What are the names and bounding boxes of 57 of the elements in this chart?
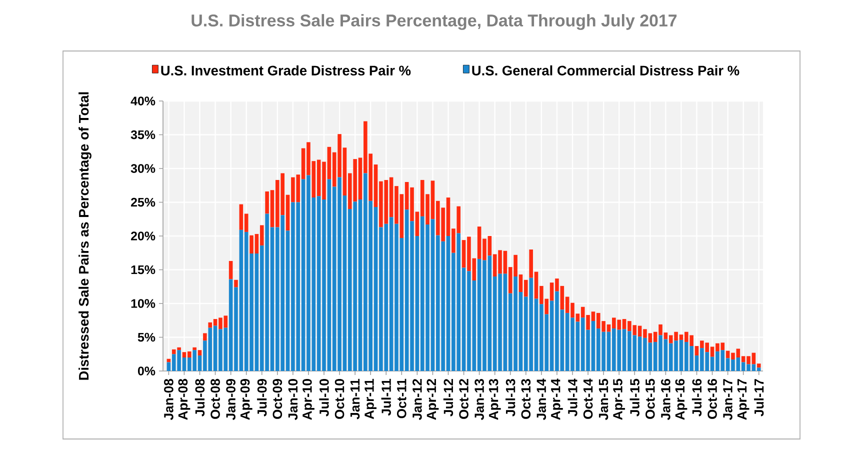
- x-tick-label: Oct-09: [272, 379, 282, 419]
- x-tick-label: Jan-09: [226, 379, 236, 420]
- x-tick-label: Jul-09: [257, 379, 267, 416]
- x-tick-label: Jul-13: [506, 378, 516, 416]
- x-tick-label: Jan-13: [474, 378, 484, 420]
- x-tick-label: Jul-17: [754, 379, 764, 416]
- y-tick-label: 15%: [131, 265, 156, 274]
- x-tick-label: Jul-12: [443, 379, 454, 416]
- x-tick-label: Jan-08: [164, 378, 174, 420]
- bar: [192, 347, 196, 350]
- legend-label: U.S. General Commercial Distress Pair %: [472, 65, 740, 76]
- x-tick-label: Oct-13: [521, 378, 531, 419]
- y-tick-label: 30%: [130, 164, 156, 173]
- y-tick-label: 25%: [130, 198, 156, 207]
- x-tick-label: Apr-09: [240, 379, 252, 420]
- x-tick-label: Jan-12: [412, 379, 422, 420]
- x-tick-label: Oct-15: [645, 378, 655, 419]
- x-tick-label: Jul-11: [381, 378, 391, 416]
- x-tick-label: Jul-15: [630, 378, 640, 416]
- bar: [234, 280, 238, 288]
- y-tick-label: 0%: [138, 366, 156, 376]
- x-tick-label: Jan-16: [661, 378, 670, 420]
- legend-label: U.S. Investment Grade Distress Pair %: [161, 65, 411, 76]
- y-tick-label: 5%: [138, 332, 156, 342]
- x-tick-label: Apr-14: [551, 378, 563, 420]
- x-tick-label: Oct-14: [583, 378, 593, 419]
- x-tick-label: Apr-17: [737, 379, 750, 420]
- bar: [203, 333, 207, 341]
- bar: [228, 260, 233, 280]
- x-tick-label: Jul-08: [194, 378, 205, 416]
- x-tick-label: Jul-16: [692, 378, 702, 416]
- x-tick-label: Oct-11: [396, 378, 406, 418]
- x-tick-label: Apr-15: [613, 378, 625, 420]
- x-tick-label: Jan-15: [598, 378, 608, 420]
- x-tick-label: Apr-11: [364, 378, 376, 420]
- chart-title: U.S. Distress Sale Pairs Percentage, Data Through July 2017: [192, 14, 677, 30]
- x-tick-label: Jul-14: [568, 378, 578, 416]
- x-tick-label: Jan-14: [536, 378, 546, 420]
- x-tick-label: Oct-16: [708, 378, 717, 419]
- x-tick-label: Oct-12: [459, 379, 468, 419]
- y-axis-title: Distressed Sale Pairs as Percentage of Total: [78, 92, 92, 380]
- bar: [198, 350, 202, 356]
- x-tick-label: Oct-10: [334, 379, 344, 419]
- y-tick-label: 20%: [130, 232, 156, 240]
- x-tick-label: Jan-10: [288, 379, 298, 420]
- x-tick-label: Jan-11: [350, 378, 360, 420]
- x-tick-label: Jan-17: [723, 379, 732, 420]
- x-tick-label: Apr-08: [178, 378, 190, 420]
- y-tick-label: 10%: [131, 299, 156, 308]
- x-tick-label: Apr-16: [675, 378, 688, 420]
- x-tick-label: Apr-12: [426, 379, 439, 420]
- x-tick-label: Apr-13: [488, 378, 501, 420]
- x-tick-label: Apr-10: [302, 379, 314, 420]
- y-tick-label: 40%: [130, 96, 156, 106]
- y-tick-label: 35%: [130, 130, 156, 140]
- x-tick-label: Jul-10: [319, 379, 329, 416]
- x-tick-label: Oct-08: [210, 378, 220, 419]
